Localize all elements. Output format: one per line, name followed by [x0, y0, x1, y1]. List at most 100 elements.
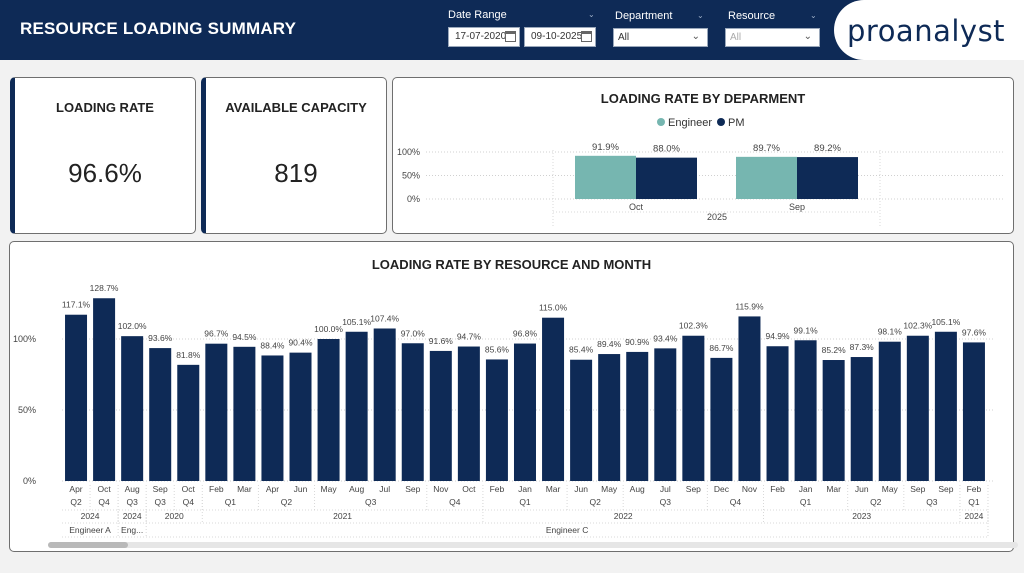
data-label: 128.7%	[90, 283, 119, 293]
start-date-value: 17-07-2020	[455, 31, 507, 42]
x-quarter-label: Q4	[730, 497, 742, 507]
available-capacity-title: AVAILABLE CAPACITY	[225, 100, 367, 115]
scrollbar-thumb[interactable]	[48, 542, 128, 548]
x-tick-label: Nov	[742, 484, 758, 494]
bar	[636, 157, 697, 199]
chevron-down-icon: ⌄	[691, 31, 700, 42]
x-quarter-label: Q3	[126, 497, 138, 507]
x-quarter-label: Q2	[281, 497, 293, 507]
bar	[878, 341, 901, 481]
dept-chart: Engineer PM 100% 50% 0% 91.9% 88.0% Oct 89.7% 89…	[397, 117, 1003, 228]
bar	[575, 155, 636, 199]
x-year-label: 2023	[852, 511, 871, 521]
data-label: 102.0%	[118, 321, 147, 331]
resource-chart-card: LOADING RATE BY RESOURCE AND MONTH 100% 5…	[9, 241, 1018, 552]
logo: proanalyst	[834, 0, 1024, 60]
x-quarter-label: Q3	[155, 497, 167, 507]
bar	[233, 346, 256, 481]
x-tick-label: Sep	[405, 484, 420, 494]
bar	[822, 360, 845, 481]
bar	[850, 357, 873, 481]
data-label: 102.3%	[903, 321, 932, 331]
horizontal-scrollbar[interactable]	[48, 542, 1018, 548]
resource-value: All	[730, 32, 742, 43]
chevron-down-icon[interactable]: ⌄	[810, 11, 817, 20]
bar	[738, 316, 761, 481]
available-capacity-value: 819	[274, 158, 318, 188]
bar	[261, 355, 284, 481]
x-tick-label: Feb	[209, 484, 224, 494]
x-tick-label: Oct	[182, 484, 196, 494]
data-label: 115.0%	[539, 303, 568, 313]
bar	[710, 357, 733, 481]
x-tick-label: Apr	[266, 484, 279, 494]
x-tick-label: Aug	[630, 484, 645, 494]
data-label: 115.9%	[735, 301, 764, 311]
calendar-icon[interactable]	[505, 31, 516, 42]
bar	[626, 351, 649, 481]
bar	[457, 346, 480, 481]
start-date-input[interactable]: 17-07-2020	[448, 27, 520, 47]
data-label: 94.5%	[232, 332, 257, 342]
x-quarter-label: Q3	[660, 497, 672, 507]
legend-marker	[717, 118, 725, 126]
bar	[93, 298, 116, 481]
bar	[205, 343, 228, 481]
x-tick-label: Feb	[967, 484, 982, 494]
data-label: 96.8%	[513, 329, 538, 339]
data-label: 105.1%	[342, 317, 371, 327]
x-quarter-label: Q4	[183, 497, 195, 507]
data-label: 100.0%	[314, 324, 343, 334]
x-year-label: 2024	[964, 511, 983, 521]
x-quarter-label: Q1	[225, 497, 237, 507]
x-tick-label: Sep	[789, 202, 805, 212]
end-date-input[interactable]: 09-10-2025	[524, 27, 596, 47]
x-tick-label: Oct	[629, 202, 644, 212]
data-label: 107.4%	[370, 313, 399, 323]
data-label: 105.1%	[931, 317, 960, 327]
department-value: All	[618, 32, 630, 43]
x-year-label: 2022	[614, 511, 633, 521]
data-label: 89.2%	[814, 143, 841, 154]
data-label: 94.7%	[457, 332, 482, 342]
data-label: 96.7%	[204, 329, 229, 339]
data-label: 91.6%	[429, 336, 454, 346]
legend-label: PM	[728, 117, 745, 129]
resource-label: Resource	[728, 10, 776, 22]
data-label: 98.1%	[878, 327, 903, 337]
data-label: 90.4%	[288, 338, 313, 348]
chevron-down-icon: ⌄	[803, 31, 812, 42]
x-year-label: 2025	[707, 212, 727, 222]
y-tick-label: 100%	[397, 147, 420, 157]
bar	[289, 352, 312, 481]
data-label: 102.3%	[679, 321, 708, 331]
x-tick-label: Oct	[97, 484, 111, 494]
y-tick-label: 0%	[407, 194, 420, 204]
bar	[797, 157, 858, 199]
x-tick-label: Aug	[125, 484, 140, 494]
data-label: 91.9%	[592, 142, 619, 153]
bar	[570, 359, 593, 481]
resource-select[interactable]: All ⌄	[725, 28, 820, 47]
x-resource-label: Eng...	[121, 525, 143, 535]
data-label: 97.6%	[962, 327, 987, 337]
x-tick-label: Sep	[910, 484, 925, 494]
data-label: 89.7%	[753, 143, 780, 154]
calendar-icon[interactable]	[581, 31, 592, 42]
x-quarter-label: Q1	[800, 497, 812, 507]
bar	[962, 342, 985, 481]
data-label: 94.9%	[765, 331, 790, 341]
x-tick-label: Mar	[237, 484, 252, 494]
chevron-down-icon[interactable]: ⌄	[588, 10, 595, 19]
y-tick-label: 50%	[18, 405, 36, 415]
department-select[interactable]: All ⌄	[613, 28, 708, 47]
x-tick-label: Nov	[433, 484, 449, 494]
x-tick-label: Jul	[660, 484, 671, 494]
x-tick-label: May	[321, 484, 338, 494]
chevron-down-icon[interactable]: ⌄	[697, 11, 704, 20]
x-tick-label: Feb	[770, 484, 785, 494]
x-quarter-label: Q4	[449, 497, 461, 507]
logo-text: proanalyst	[847, 14, 1006, 48]
bar	[485, 359, 508, 481]
x-tick-label: Feb	[490, 484, 505, 494]
